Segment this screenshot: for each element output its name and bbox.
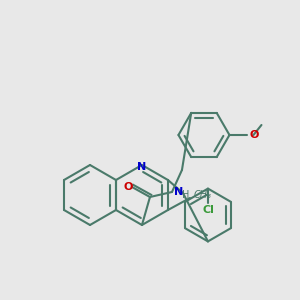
Text: H: H <box>182 190 189 200</box>
Text: N: N <box>174 187 183 197</box>
Text: Cl: Cl <box>202 205 214 214</box>
Text: O: O <box>123 182 133 192</box>
Text: O: O <box>250 130 259 140</box>
Text: CH₃: CH₃ <box>194 190 212 200</box>
Text: N: N <box>137 162 147 172</box>
